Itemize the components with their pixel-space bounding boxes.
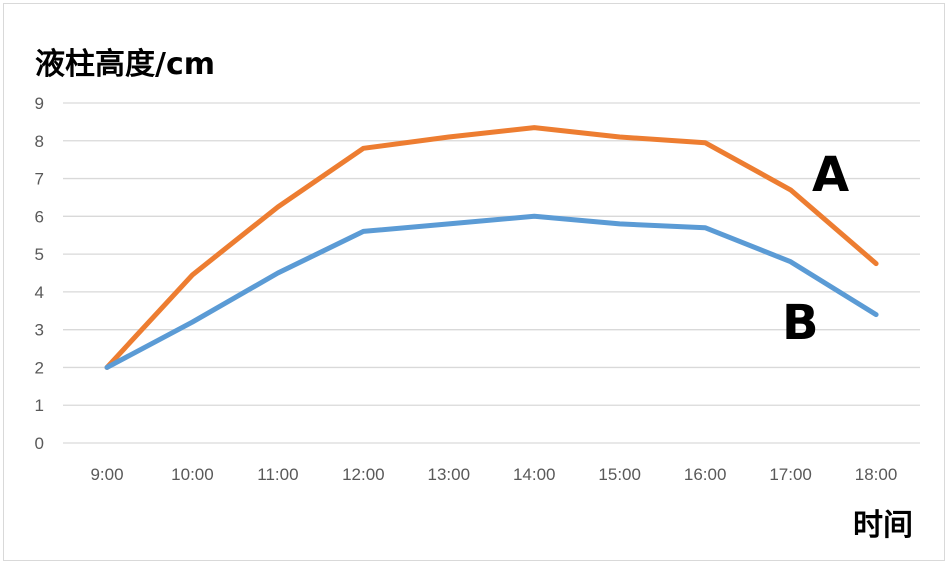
- y-tick-label: 4: [35, 283, 44, 302]
- y-axis-ticks: 0 1 2 3 4 5 6 7 8 9: [35, 94, 44, 453]
- y-tick-label: 7: [35, 170, 44, 189]
- series-line-a: [104, 125, 879, 370]
- x-tick-label: 17:00: [769, 465, 812, 484]
- x-tick-label: 12:00: [342, 465, 385, 484]
- x-tick-label: 11:00: [257, 465, 298, 484]
- x-axis-ticks: 9:00 10:00 11:00 12:00 13:00 14:00 15:00 16:00 1…: [90, 465, 897, 484]
- y-tick-label: 8: [35, 132, 44, 151]
- x-tick-label: 13:00: [428, 465, 471, 484]
- x-tick-label: 18:00: [855, 465, 898, 484]
- x-tick-label: 14:00: [513, 465, 556, 484]
- chart-frame: [3, 3, 945, 561]
- y-tick-label: 0: [35, 434, 44, 453]
- x-tick-label: 9:00: [90, 465, 123, 484]
- x-tick-label: 16:00: [684, 465, 727, 484]
- y-tick-label: 6: [35, 207, 44, 226]
- y-axis-title: 液柱高度/cm: [35, 47, 215, 82]
- y-tick-label: 9: [35, 94, 44, 113]
- y-tick-label: 5: [35, 245, 44, 264]
- y-tick-label: 1: [35, 396, 44, 415]
- y-tick-label: 2: [35, 358, 44, 377]
- series-lines: [104, 125, 879, 370]
- x-tick-label: 10:00: [171, 465, 214, 484]
- series-line-b: [104, 213, 879, 370]
- series-label-b: B: [782, 295, 819, 351]
- y-tick-label: 3: [35, 321, 44, 340]
- gridlines: [63, 102, 920, 444]
- x-axis-title: 时间: [853, 508, 913, 543]
- series-label-a: A: [812, 147, 849, 203]
- x-tick-label: 15:00: [598, 465, 641, 484]
